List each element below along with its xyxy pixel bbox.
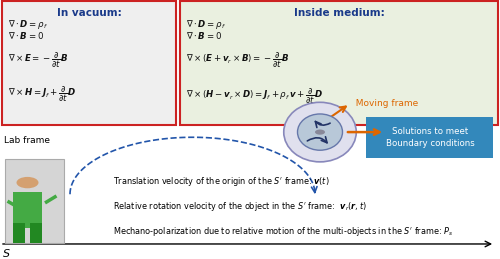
Text: $\nabla \times \boldsymbol{H} = \boldsymbol{J}_f + \dfrac{\partial}{\partial t}\: $\nabla \times \boldsymbol{H} = \boldsym… — [8, 84, 76, 104]
Text: $\nabla \times (\boldsymbol{H} - \boldsymbol{v}_r \times \boldsymbol{D}) = \bold: $\nabla \times (\boldsymbol{H} - \boldsy… — [186, 87, 323, 106]
FancyBboxPatch shape — [12, 223, 25, 243]
Text: $S'$: $S'$ — [303, 105, 315, 118]
Text: $\nabla \cdot \boldsymbol{B} = 0$: $\nabla \cdot \boldsymbol{B} = 0$ — [8, 30, 44, 40]
Text: Inside medium:: Inside medium: — [294, 8, 384, 18]
Circle shape — [16, 177, 38, 188]
FancyBboxPatch shape — [5, 159, 64, 243]
FancyBboxPatch shape — [366, 117, 493, 158]
Ellipse shape — [298, 114, 343, 150]
Text: Relative rotation velocity of the object in the $S'$ frame:  $\boldsymbol{v}_r(\: Relative rotation velocity of the object… — [113, 200, 367, 213]
Text: $\nabla \times \boldsymbol{E} = -\dfrac{\partial}{\partial t}\boldsymbol{B}$: $\nabla \times \boldsymbol{E} = -\dfrac{… — [8, 50, 68, 70]
Text: Lab frame: Lab frame — [4, 136, 50, 145]
FancyBboxPatch shape — [12, 192, 42, 228]
Text: $\nabla \cdot \boldsymbol{D} = \rho_f$: $\nabla \cdot \boldsymbol{D} = \rho_f$ — [8, 18, 48, 31]
Text: Translation velocity of the origin of the $S'$ frame: $\boldsymbol{v}(t)$: Translation velocity of the origin of th… — [113, 175, 330, 188]
Ellipse shape — [284, 102, 356, 162]
FancyBboxPatch shape — [30, 223, 42, 243]
Text: $\nabla \times (\boldsymbol{E} + \boldsymbol{v}_r \times \boldsymbol{B}) = -\dfr: $\nabla \times (\boldsymbol{E} + \boldsy… — [186, 50, 290, 70]
Text: $\nabla \cdot \boldsymbol{B} = 0$: $\nabla \cdot \boldsymbol{B} = 0$ — [186, 30, 222, 40]
FancyBboxPatch shape — [180, 1, 498, 125]
FancyBboxPatch shape — [2, 1, 176, 125]
Text: Moving frame: Moving frame — [350, 99, 418, 108]
Text: In vacuum:: In vacuum: — [56, 8, 122, 18]
Circle shape — [315, 130, 325, 135]
Text: $S$: $S$ — [2, 247, 10, 259]
Text: Mechano-polarization due to relative motion of the multi-objects in the $S'$ fra: Mechano-polarization due to relative mot… — [113, 225, 454, 238]
Text: $\nabla \cdot \boldsymbol{D} = \rho_f$: $\nabla \cdot \boldsymbol{D} = \rho_f$ — [186, 18, 226, 31]
Text: Solutions to meet
Boundary conditions: Solutions to meet Boundary conditions — [386, 127, 474, 148]
